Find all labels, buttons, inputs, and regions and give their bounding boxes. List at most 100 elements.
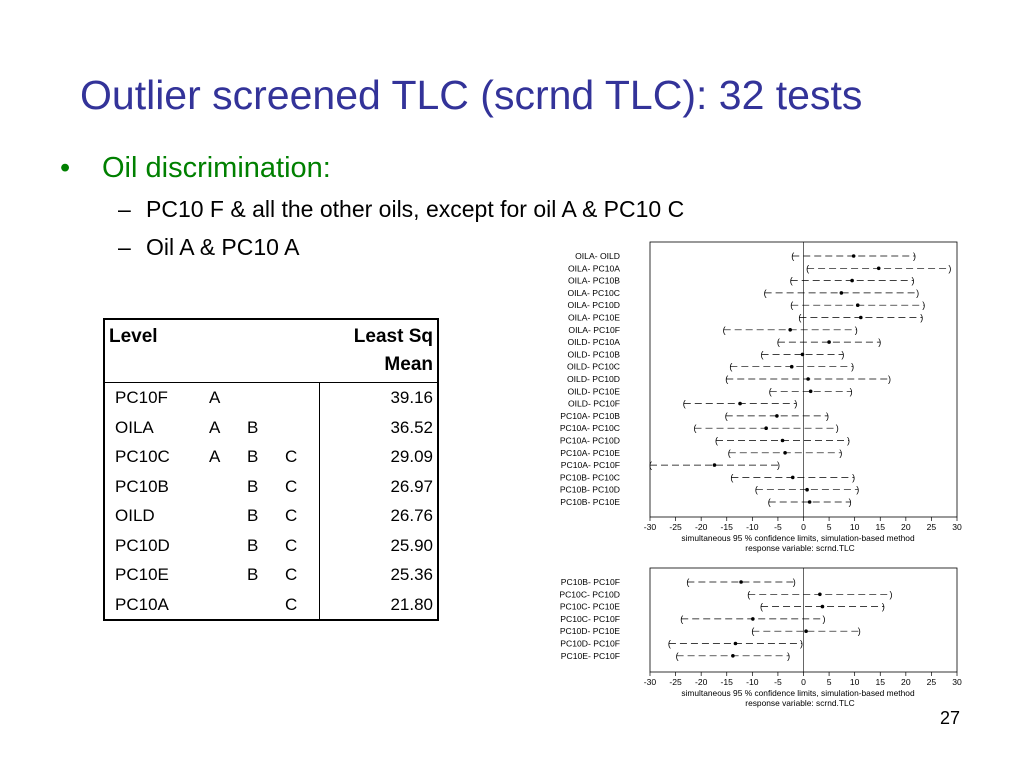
- interval-right-bracket: ): [826, 411, 829, 421]
- interval-label: OILA- PC10E: [568, 313, 620, 323]
- page-number: 27: [940, 708, 961, 728]
- interval-right-bracket: ): [856, 485, 859, 495]
- interval-right-bracket: ): [793, 577, 796, 587]
- interval-right-bracket: ): [836, 423, 839, 433]
- interval-left-bracket: (: [747, 589, 750, 599]
- row-mean: 39.16: [319, 382, 438, 413]
- interval-estimate-point: [827, 340, 831, 344]
- x-tick-label: -10: [746, 677, 759, 687]
- dash-marker: –: [118, 234, 131, 260]
- interval-right-bracket: ): [777, 460, 780, 470]
- bullet-oil-discrimination: • Oil discrimination:: [60, 152, 331, 185]
- interval-label: OILD- PC10C: [567, 362, 620, 372]
- row-group-a: [205, 531, 243, 561]
- interval-estimate-point: [789, 364, 794, 369]
- interval-left-bracket: (: [686, 577, 689, 587]
- interval-label: OILA- PC10A: [568, 263, 620, 273]
- interval-right-bracket: ): [847, 436, 850, 446]
- bullet-marker: •: [60, 152, 71, 184]
- interval-right-bracket: ): [855, 325, 858, 335]
- table-row: PC10F A 39.16: [104, 382, 438, 413]
- x-tick-label: 5: [827, 677, 832, 687]
- row-group-a: [205, 590, 243, 621]
- interval-right-bracket: ): [878, 337, 881, 347]
- interval-estimate-point: [800, 352, 805, 357]
- interval-right-bracket: ): [851, 362, 854, 372]
- interval-left-bracket: (: [694, 423, 697, 433]
- interval-label: OILA- PC10B: [568, 276, 620, 286]
- row-group-a: A: [209, 447, 221, 467]
- interval-right-bracket: ): [850, 386, 853, 396]
- interval-estimate-point: [805, 487, 809, 492]
- x-tick-label: -30: [644, 677, 657, 687]
- interval-left-bracket: (: [751, 626, 754, 636]
- confidence-interval-chart-top: OILA- OILD () OILA- PC10A () OILA- PC10B () OI…: [560, 241, 962, 553]
- interval-estimate-point: [738, 401, 742, 406]
- interval-left-bracket: (: [730, 472, 733, 482]
- interval-label: PC10C- PC10D: [559, 589, 620, 599]
- row-group-c: C: [285, 506, 298, 526]
- x-tick-label: 0: [801, 677, 806, 687]
- row-mean: 25.90: [319, 530, 438, 560]
- interval-label: OILD- PC10B: [567, 349, 620, 359]
- interval-estimate-point: [780, 438, 785, 443]
- table-row: PC10A C 21.80: [104, 589, 438, 621]
- x-tick-label: -15: [721, 677, 734, 687]
- interval-left-bracket: (: [790, 276, 793, 286]
- row-group-b: B: [247, 506, 259, 526]
- row-group-c: C: [285, 447, 298, 467]
- row-mean: 36.52: [319, 412, 438, 442]
- x-tick-label: 25: [927, 522, 937, 532]
- interval-left-bracket: (: [768, 497, 771, 507]
- x-axis-label: simultaneous 95 % confidence limits, sim…: [681, 533, 915, 543]
- interval-label: PC10A- PC10F: [561, 460, 620, 470]
- interval-left-bracket: (: [790, 300, 793, 310]
- row-mean: 21.80: [319, 589, 438, 620]
- row-group-b: [243, 590, 281, 621]
- x-tick-label: 0: [801, 522, 806, 532]
- slide-title: Outlier screened TLC (scrnd TLC): 32 tes…: [80, 72, 863, 118]
- interval-label: PC10B- PC10C: [560, 472, 620, 482]
- x-axis-sublabel: response variable: scrnd.TLC: [745, 543, 854, 553]
- interval-estimate-point: [775, 414, 779, 418]
- interval-estimate-point: [788, 328, 792, 332]
- interval-right-bracket: ): [920, 313, 923, 323]
- interval-right-bracket: ): [922, 300, 925, 310]
- interval-label: PC10D- PC10E: [560, 626, 620, 636]
- x-axis-sublabel: response variable: scrnd.TLC: [745, 698, 854, 708]
- interval-left-bracket: (: [764, 288, 767, 298]
- table-row: OILD B C 26.76: [104, 501, 438, 531]
- interval-left-bracket: (: [725, 374, 728, 384]
- interval-label: PC10B- PC10D: [560, 485, 620, 495]
- row-group-c: C: [285, 565, 298, 585]
- interval-left-bracket: (: [683, 399, 686, 409]
- row-level: OILD: [115, 506, 155, 526]
- header-lsm-line2: Mean: [384, 354, 433, 375]
- subbullet-1: – PC10 F & all the other oils, except for…: [118, 196, 684, 223]
- table-row: PC10B B C 26.97: [104, 471, 438, 501]
- interval-right-bracket: ): [890, 589, 893, 599]
- interval-right-bracket: ): [948, 263, 951, 273]
- interval-estimate-point: [839, 291, 844, 295]
- interval-estimate-point: [818, 592, 822, 597]
- interval-right-bracket: ): [913, 251, 916, 261]
- row-mean: 29.09: [319, 442, 438, 472]
- interval-label: OILD- PC10A: [567, 337, 620, 347]
- row-level: OILA: [115, 417, 154, 437]
- interval-label: PC10B- PC10F: [561, 577, 620, 587]
- interval-estimate-point: [851, 254, 856, 258]
- interval-label: OILA- OILD: [575, 251, 620, 261]
- interval-label: OILA- PC10C: [567, 288, 620, 298]
- interval-left-bracket: (: [715, 436, 718, 446]
- interval-left-bracket: (: [760, 602, 763, 612]
- interval-label: OILA- PC10D: [567, 300, 620, 310]
- subbullet-text: Oil A & PC10 A: [146, 234, 300, 260]
- interval-estimate-point: [712, 463, 717, 467]
- interval-estimate-point: [751, 617, 755, 621]
- interval-right-bracket: ): [794, 399, 797, 409]
- interval-left-bracket: (: [728, 448, 731, 458]
- interval-right-bracket: ): [841, 349, 844, 359]
- bullet-text: Oil discrimination:: [102, 152, 331, 184]
- table-body: PC10F A 39.16 OILA A B 36.52 PC10C A B C 29.09 PC10B…: [104, 382, 438, 621]
- x-tick-label: 30: [952, 677, 962, 687]
